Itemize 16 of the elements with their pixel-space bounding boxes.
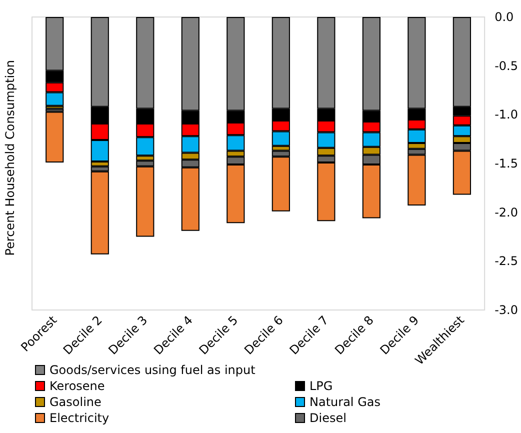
legend-label: Electricity [50, 411, 110, 425]
y-tick-label: -1.5 [494, 156, 518, 170]
y-tick-label: -2.0 [494, 205, 518, 220]
y-tick-label: 0.0 [494, 10, 514, 24]
legend-label: Kerosene [50, 379, 105, 393]
y-tick-label: -2.5 [494, 254, 518, 268]
legend-label: LPG [310, 379, 333, 393]
bar [46, 112, 64, 163]
y-tick-label: -1.0 [494, 108, 518, 122]
legend-label: Gasoline [50, 395, 102, 409]
legend-label: Diesel [310, 411, 346, 425]
y-tick-label: -0.5 [494, 58, 518, 73]
legend-label: Goods/services using fuel as input [50, 363, 256, 377]
y-axis-title: Percent Household Consumption [3, 60, 17, 256]
y-tick-label: -3.0 [494, 303, 518, 317]
legend-label: Natural Gas [310, 395, 380, 409]
